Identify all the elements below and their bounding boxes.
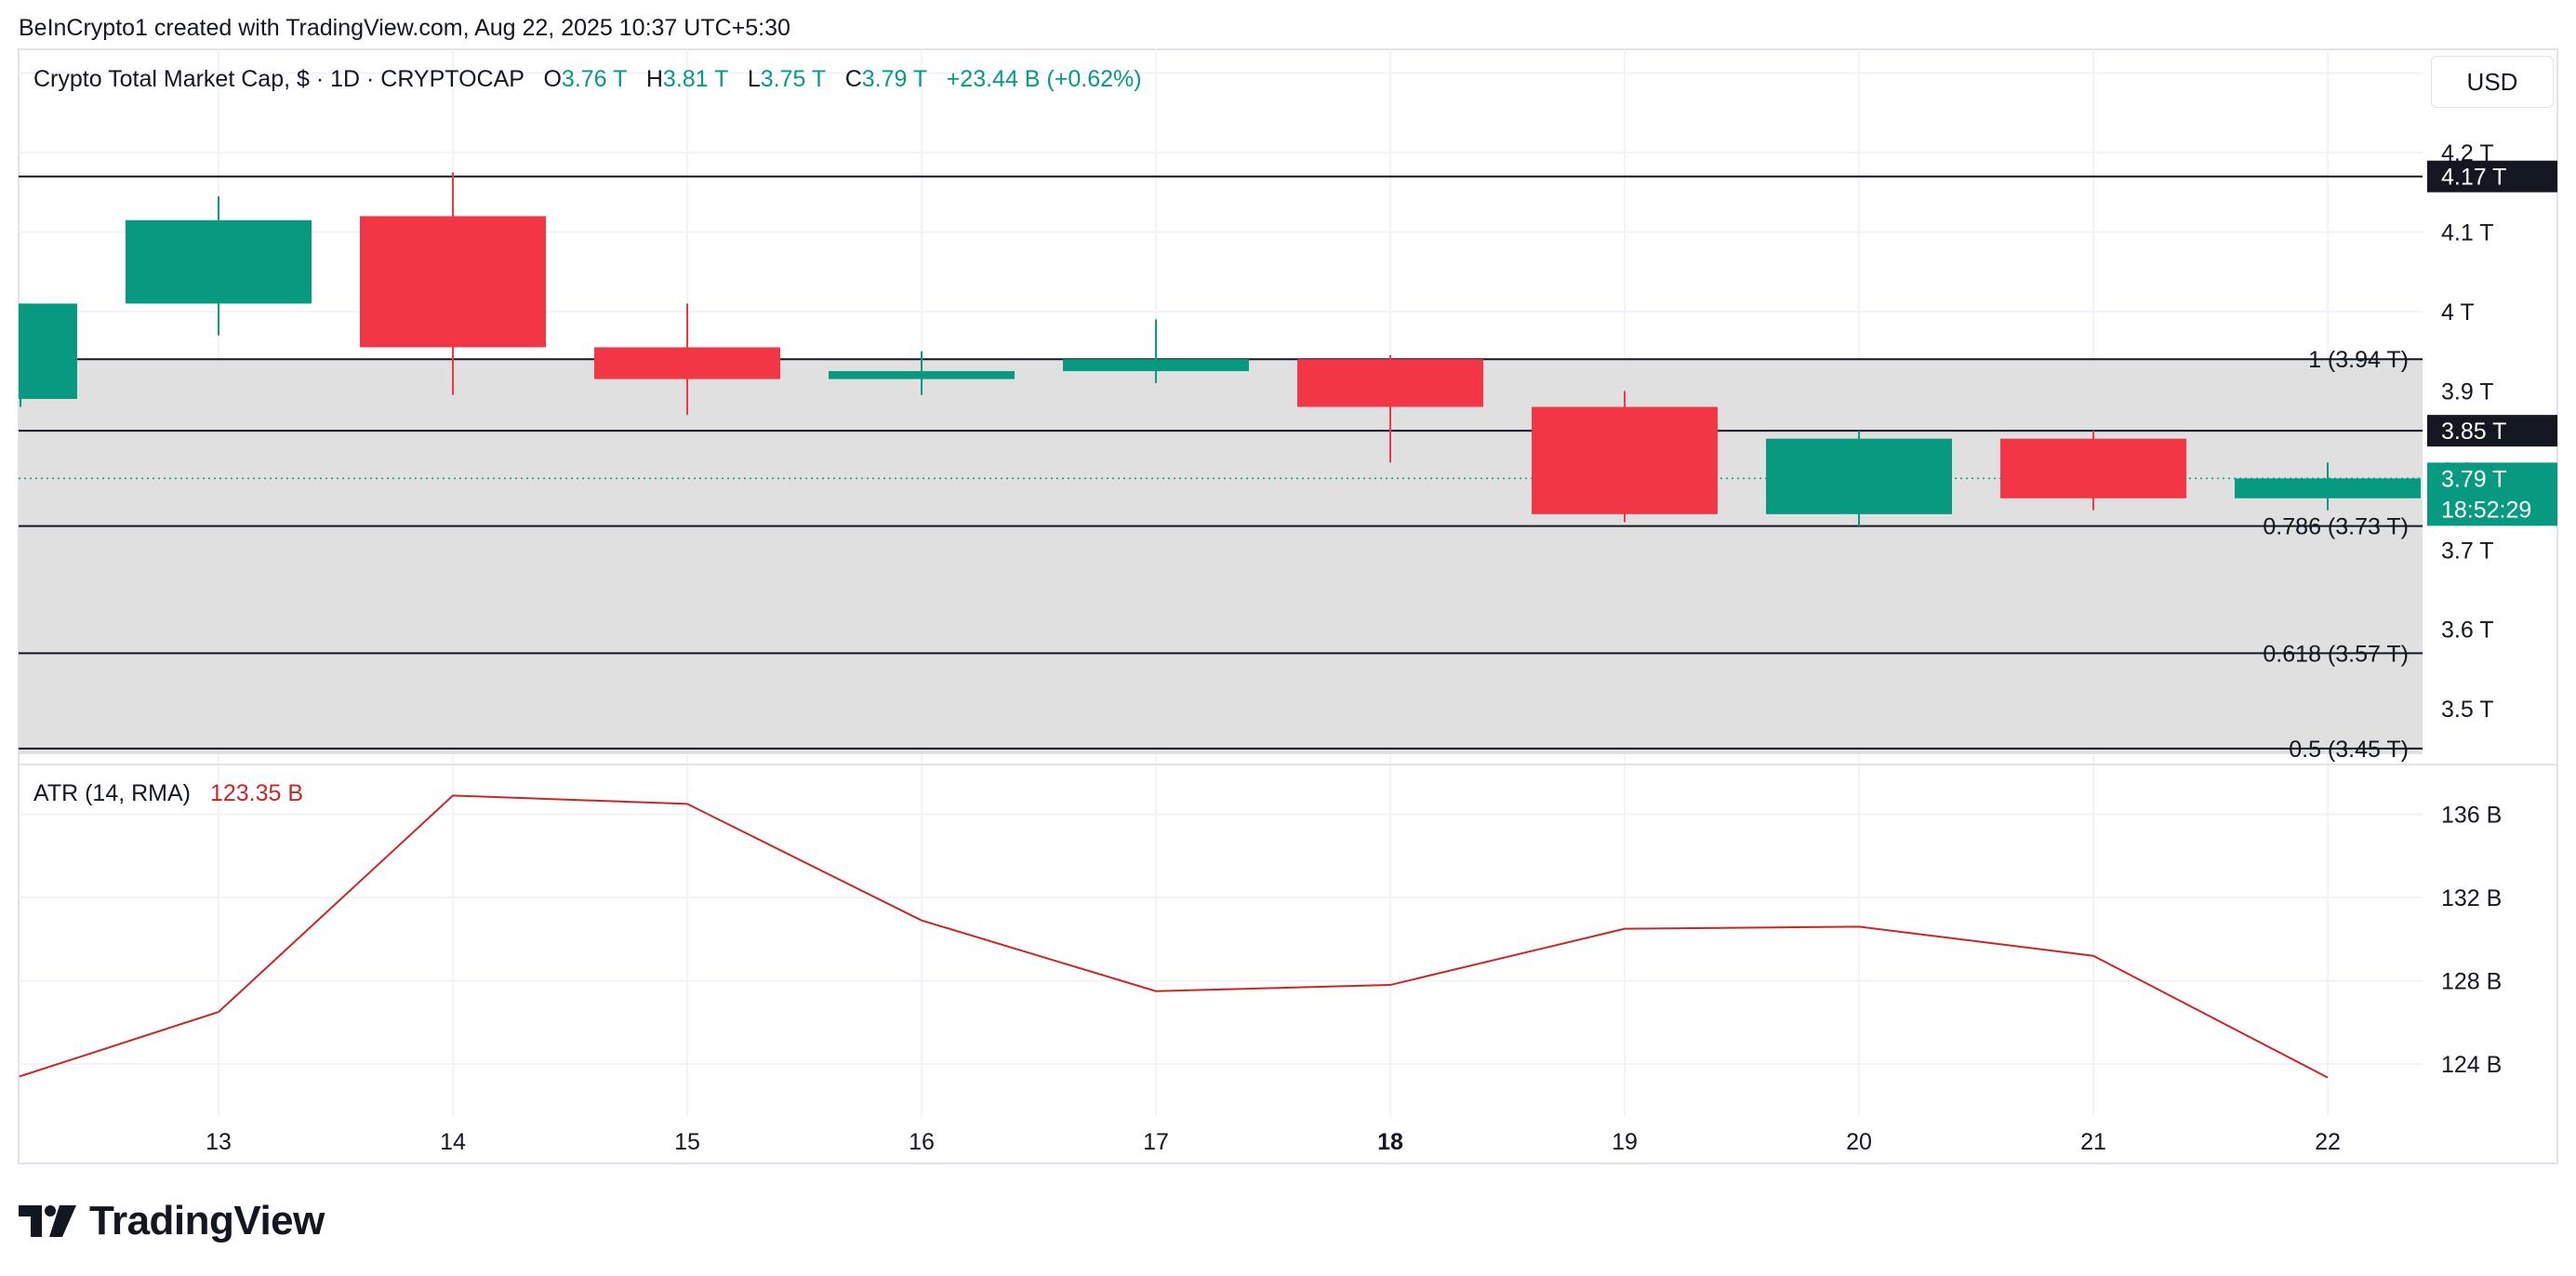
candle-body (1532, 406, 1718, 514)
atr-y-tick-label: 128 B (2441, 969, 2502, 995)
tradingview-logo[interactable]: TradingView (19, 1198, 325, 1244)
x-tick-13: 13 (206, 1129, 232, 1155)
x-tick-17: 17 (1143, 1129, 1169, 1155)
candle-body (829, 371, 1015, 379)
atr-legend-label: ATR (14, RMA) (33, 780, 191, 806)
fib-level-label: 0.618 (3.57 T) (2263, 641, 2409, 667)
tradingview-brand: TradingView (89, 1198, 325, 1243)
x-tick-15: 15 (674, 1129, 700, 1155)
legend-h-label: H (646, 66, 663, 92)
level-badge (2427, 160, 2557, 193)
candle-16[interactable] (829, 351, 1015, 395)
atr-y-tick-label: 136 B (2441, 803, 2502, 829)
x-tick-22: 22 (2315, 1129, 2341, 1155)
x-tick-20: 20 (1846, 1129, 1872, 1155)
y-tick-label: 3.9 T (2441, 379, 2494, 405)
x-tick-18: 18 (1377, 1129, 1403, 1155)
countdown-label: 18:52:29 (2441, 497, 2531, 523)
legend-c-value: 3.79 T (862, 66, 927, 92)
atr-y-tick-label: 132 B (2441, 885, 2502, 911)
x-tick-16: 16 (909, 1129, 935, 1155)
legend-h-value: 3.81 T (663, 66, 728, 92)
fib-level-label: 0.786 (3.73 T) (2263, 514, 2409, 540)
candle-22[interactable] (2235, 462, 2421, 511)
fib-level-label: 0.5 (3.45 T) (2289, 737, 2409, 763)
x-tick-21: 21 (2080, 1129, 2106, 1155)
atr-legend-value: 123.35 B (210, 780, 303, 806)
fib-zone-layer (19, 359, 2423, 754)
x-tick-14: 14 (440, 1129, 466, 1155)
y-tick-label: 4.1 T (2441, 220, 2494, 246)
y-tick-label: 4 T (2441, 299, 2475, 326)
y-tick-label: 3.6 T (2441, 618, 2494, 644)
last-price-label: 3.79 T (2441, 466, 2506, 492)
atr-legend: ATR (14, RMA) 123.35 B (33, 780, 303, 806)
candle-body (1766, 438, 1952, 514)
legend-o-label: O (543, 66, 561, 92)
fib-retracement-zone (19, 359, 2423, 754)
candle-19[interactable] (1532, 391, 1718, 523)
legend-title: Crypto Total Market Cap, $ · 1D · CRYPTO… (33, 66, 524, 92)
candle-12[interactable] (19, 303, 77, 407)
candle-body (1297, 359, 1483, 407)
y-tick-label: 3.5 T (2441, 697, 2494, 723)
legend-o-value: 3.76 T (562, 66, 627, 92)
attribution-text: BeInCrypto1 created with TradingView.com… (19, 15, 790, 41)
price-axis-layer: 3.5 T3.6 T3.7 T3.8 T3.9 T4 T4.1 T4.2 T4.… (2427, 61, 2557, 723)
currency-button[interactable]: USD (2431, 56, 2554, 108)
level-badge-label: 3.85 T (2441, 419, 2506, 445)
y-tick-label: 3.7 T (2441, 538, 2494, 564)
candle-18[interactable] (1297, 354, 1483, 463)
tradingview-logo-icon (19, 1205, 76, 1237)
candle-body (594, 347, 780, 379)
legend-change: +23.44 B (+0.62%) (947, 66, 1142, 92)
candle-15[interactable] (594, 303, 780, 416)
candle-17[interactable] (1063, 319, 1249, 383)
atr-layer: 124 B 128 B 132 B 136 B (19, 794, 2502, 1079)
candle-body (360, 216, 546, 348)
legend-l-value: 3.75 T (761, 66, 826, 92)
candle-21[interactable] (2000, 431, 2186, 511)
candle-body (1063, 359, 1249, 372)
candle-14[interactable] (360, 172, 546, 395)
level-badge-label: 4.17 T (2441, 165, 2506, 191)
candle-body (2235, 478, 2421, 498)
legend-c-label: C (845, 66, 862, 92)
candles-layer[interactable] (19, 172, 2421, 526)
atr-y-tick-label: 124 B (2441, 1052, 2502, 1078)
x-tick-19: 19 (1612, 1129, 1638, 1155)
candle-13[interactable] (126, 196, 312, 336)
candle-body (19, 303, 77, 399)
fib-level-label: 1 (3.94 T) (2308, 347, 2409, 373)
last-price-badge (2427, 462, 2557, 526)
level-badge (2427, 415, 2557, 447)
candle-body (2000, 438, 2186, 498)
candle-body (126, 219, 312, 304)
time-axis-layer: 13 14 15 16 17 18 19 20 21 22 (206, 1129, 2341, 1155)
legend-l-label: L (748, 66, 761, 92)
candle-20[interactable] (1766, 431, 1952, 526)
atr-line[interactable] (19, 794, 2329, 1079)
legend-line: Crypto Total Market Cap, $ · 1D · CRYPTO… (33, 66, 1142, 92)
